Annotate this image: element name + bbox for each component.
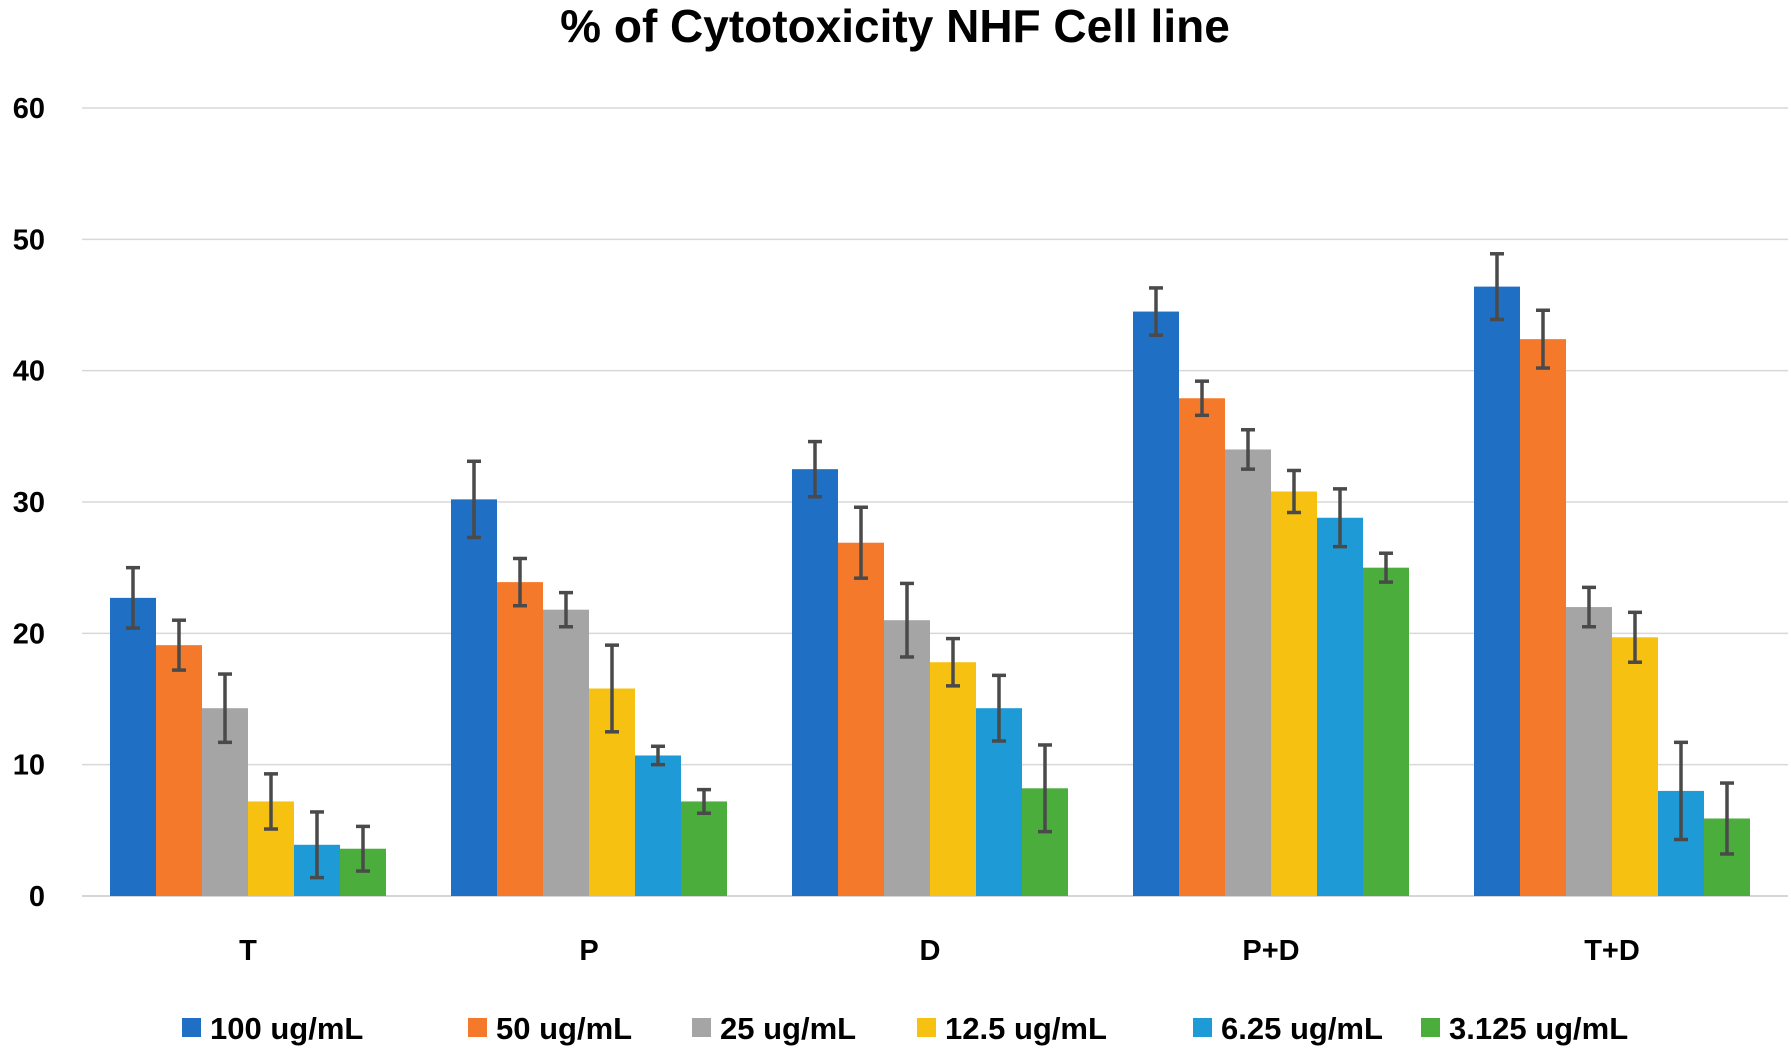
legend-swatch (182, 1018, 201, 1037)
bar-p-1 (497, 582, 543, 896)
error-bar (1536, 308, 1550, 370)
bar-t-1 (156, 645, 202, 896)
error-bar (651, 744, 665, 767)
error-bar (513, 556, 527, 608)
legend-item: 6.25 ug/mL (1193, 1011, 1383, 1046)
bar-d-1 (838, 542, 884, 896)
error-bar (605, 643, 619, 734)
legend-item: 50 ug/mL (468, 1011, 632, 1046)
x-tick-label: D (920, 935, 941, 967)
error-bar (559, 590, 573, 629)
error-bar (1195, 379, 1209, 418)
error-bar (854, 505, 868, 580)
error-bar (1628, 610, 1642, 664)
legend-swatch (917, 1018, 936, 1037)
y-tick-label: 50 (13, 224, 45, 256)
error-bar (1379, 551, 1393, 584)
error-bar (467, 459, 481, 540)
error-bars (126, 252, 1734, 880)
bars (110, 286, 1750, 897)
bar-p-plus-d-4 (1317, 517, 1363, 896)
error-bar (900, 581, 914, 659)
y-tick-label: 20 (13, 618, 45, 650)
error-bar (1490, 252, 1504, 322)
legend-swatch (1193, 1018, 1212, 1037)
y-tick-label: 40 (13, 356, 45, 388)
legend-label: 50 ug/mL (496, 1011, 632, 1046)
bar-p-plus-d-5 (1363, 567, 1409, 896)
bar-p-plus-d-2 (1225, 449, 1271, 896)
error-bar (1038, 743, 1052, 834)
bar-p-plus-d-1 (1179, 398, 1225, 896)
error-bar (310, 810, 324, 880)
legend: 100 ug/mL 50 ug/mL 25 ug/mL 12.5 ug/mL 6.25 … (182, 1011, 1628, 1046)
error-bar (1674, 740, 1688, 842)
error-bar (264, 772, 278, 831)
legend-label: 100 ug/mL (210, 1011, 363, 1046)
error-bar (126, 565, 140, 630)
bar-p-4 (635, 755, 681, 896)
error-bar (697, 787, 711, 816)
bar-p-plus-d-3 (1271, 491, 1317, 896)
x-tick-label: T (239, 935, 257, 967)
error-bar (808, 439, 822, 499)
error-bar (1241, 428, 1255, 471)
error-bar (172, 618, 186, 672)
bar-t-plus-d-3 (1612, 637, 1658, 896)
error-bar (1720, 781, 1734, 856)
x-tick-label: P+D (1242, 935, 1299, 967)
error-bar (1149, 286, 1163, 337)
x-axis-ticks: T P D P+D T+D (239, 935, 1640, 967)
x-tick-label: T+D (1584, 935, 1640, 967)
error-bar (1287, 468, 1301, 515)
legend-label: 12.5 ug/mL (945, 1011, 1107, 1046)
bar-p-5 (681, 801, 727, 896)
gridlines (82, 107, 1788, 897)
legend-label: 3.125 ug/mL (1449, 1011, 1628, 1046)
legend-item: 25 ug/mL (692, 1011, 856, 1046)
error-bar (356, 824, 370, 873)
error-bar (218, 672, 232, 745)
legend-item: 12.5 ug/mL (917, 1011, 1107, 1046)
y-axis-ticks: 0 10 20 30 40 50 60 (13, 93, 45, 913)
bar-d-2 (884, 620, 930, 896)
bar-p-0 (451, 499, 497, 896)
bar-t-plus-d-2 (1566, 607, 1612, 896)
legend-swatch (468, 1018, 487, 1037)
legend-item: 3.125 ug/mL (1421, 1011, 1628, 1046)
y-tick-label: 30 (13, 487, 45, 519)
bar-d-0 (792, 469, 838, 896)
y-tick-label: 10 (13, 750, 45, 782)
bar-t-0 (110, 597, 156, 896)
legend-label: 25 ug/mL (720, 1011, 856, 1046)
bar-d-3 (930, 662, 976, 896)
error-bar (992, 673, 1006, 743)
chart-title: % of Cytotoxicity NHF Cell line (560, 0, 1230, 52)
y-tick-label: 60 (13, 93, 45, 125)
legend-swatch (692, 1018, 711, 1037)
bar-p-2 (543, 609, 589, 896)
legend-item: 100 ug/mL (182, 1011, 363, 1046)
bar-t-plus-d-0 (1474, 286, 1520, 896)
legend-swatch (1421, 1018, 1440, 1037)
error-bar (1333, 487, 1347, 549)
y-tick-label: 0 (29, 881, 45, 913)
x-tick-label: P (579, 935, 598, 967)
error-bar (946, 636, 960, 688)
bar-t-plus-d-1 (1520, 339, 1566, 896)
error-bar (1582, 585, 1596, 629)
bar-p-plus-d-0 (1133, 311, 1179, 897)
legend-label: 6.25 ug/mL (1221, 1011, 1383, 1046)
